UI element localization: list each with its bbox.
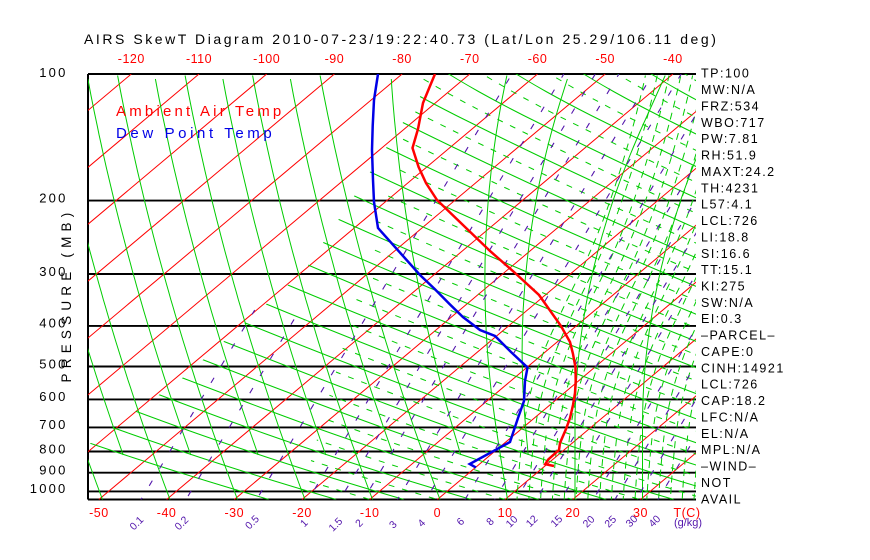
svg-text:LI:18.8: LI:18.8 bbox=[701, 230, 750, 244]
svg-text:MW:N/A: MW:N/A bbox=[701, 83, 756, 97]
svg-text:PW:7.81: PW:7.81 bbox=[701, 132, 759, 146]
svg-text:FRZ:534: FRZ:534 bbox=[701, 99, 760, 113]
svg-text:TP:100: TP:100 bbox=[701, 67, 750, 81]
svg-text:RH:51.9: RH:51.9 bbox=[701, 149, 757, 163]
svg-text:LCL:726: LCL:726 bbox=[701, 214, 759, 228]
svg-text:EI:0.3: EI:0.3 bbox=[701, 312, 743, 326]
svg-text:10: 10 bbox=[498, 506, 513, 520]
svg-text:TT:15.1: TT:15.1 bbox=[701, 263, 753, 277]
svg-text:-40: -40 bbox=[157, 506, 177, 520]
svg-text:NOT: NOT bbox=[701, 476, 732, 490]
svg-text:KI:275: KI:275 bbox=[701, 280, 746, 294]
svg-text:800: 800 bbox=[39, 441, 67, 456]
svg-text:200: 200 bbox=[39, 190, 67, 205]
svg-text:L57:4.1: L57:4.1 bbox=[701, 198, 753, 212]
svg-text:30: 30 bbox=[633, 506, 648, 520]
svg-text:100: 100 bbox=[39, 65, 67, 80]
svg-text:–WIND–: –WIND– bbox=[701, 460, 757, 474]
svg-text:LFC:N/A: LFC:N/A bbox=[701, 411, 759, 425]
svg-text:-20: -20 bbox=[292, 506, 312, 520]
svg-text:CINH:14921: CINH:14921 bbox=[701, 361, 785, 375]
svg-text:SW:N/A: SW:N/A bbox=[701, 296, 754, 310]
svg-text:WBO:717: WBO:717 bbox=[701, 116, 766, 130]
svg-text:TH:4231: TH:4231 bbox=[701, 181, 759, 195]
svg-text:-50: -50 bbox=[89, 506, 109, 520]
svg-text:–PARCEL–: –PARCEL– bbox=[701, 329, 776, 343]
svg-text:-70: -70 bbox=[460, 52, 480, 66]
svg-text:-40: -40 bbox=[663, 52, 683, 66]
svg-text:-100: -100 bbox=[253, 52, 280, 66]
svg-text:T(C): T(C) bbox=[674, 506, 701, 520]
svg-text:20: 20 bbox=[565, 506, 580, 520]
svg-text:-120: -120 bbox=[118, 52, 145, 66]
svg-text:-30: -30 bbox=[225, 506, 245, 520]
svg-text:PRESSURE (MB): PRESSURE (MB) bbox=[59, 208, 74, 383]
svg-text:500: 500 bbox=[39, 356, 67, 371]
svg-text:400: 400 bbox=[39, 316, 67, 331]
svg-text:-110: -110 bbox=[186, 52, 212, 66]
svg-text:-90: -90 bbox=[325, 52, 345, 66]
svg-text:1000: 1000 bbox=[30, 481, 68, 496]
svg-text:-60: -60 bbox=[528, 52, 548, 66]
svg-text:(g/kg): (g/kg) bbox=[674, 517, 702, 529]
svg-text:-80: -80 bbox=[392, 52, 412, 66]
svg-text:300: 300 bbox=[39, 264, 67, 279]
svg-text:Ambient Air Temp: Ambient Air Temp bbox=[116, 103, 284, 120]
svg-text:-50: -50 bbox=[595, 52, 615, 66]
svg-text:600: 600 bbox=[39, 389, 67, 404]
svg-text:SI:16.6: SI:16.6 bbox=[701, 247, 751, 261]
svg-text:AIRS SkewT Diagram 2010-07-23/: AIRS SkewT Diagram 2010-07-23/19:22:40.7… bbox=[84, 31, 718, 47]
svg-text:EL:N/A: EL:N/A bbox=[701, 427, 750, 441]
svg-text:Dew Point Temp: Dew Point Temp bbox=[116, 125, 275, 142]
svg-text:LCL:726: LCL:726 bbox=[701, 378, 759, 392]
svg-text:AVAIL: AVAIL bbox=[701, 492, 742, 506]
svg-text:CAPE:0: CAPE:0 bbox=[701, 345, 754, 359]
svg-text:900: 900 bbox=[39, 463, 67, 478]
svg-text:0: 0 bbox=[434, 506, 441, 520]
svg-text:700: 700 bbox=[39, 417, 67, 432]
svg-text:MPL:N/A: MPL:N/A bbox=[701, 443, 762, 457]
svg-text:MAXT:24.2: MAXT:24.2 bbox=[701, 165, 776, 179]
svg-text:-10: -10 bbox=[360, 506, 380, 520]
svg-text:CAP:18.2: CAP:18.2 bbox=[701, 394, 767, 408]
